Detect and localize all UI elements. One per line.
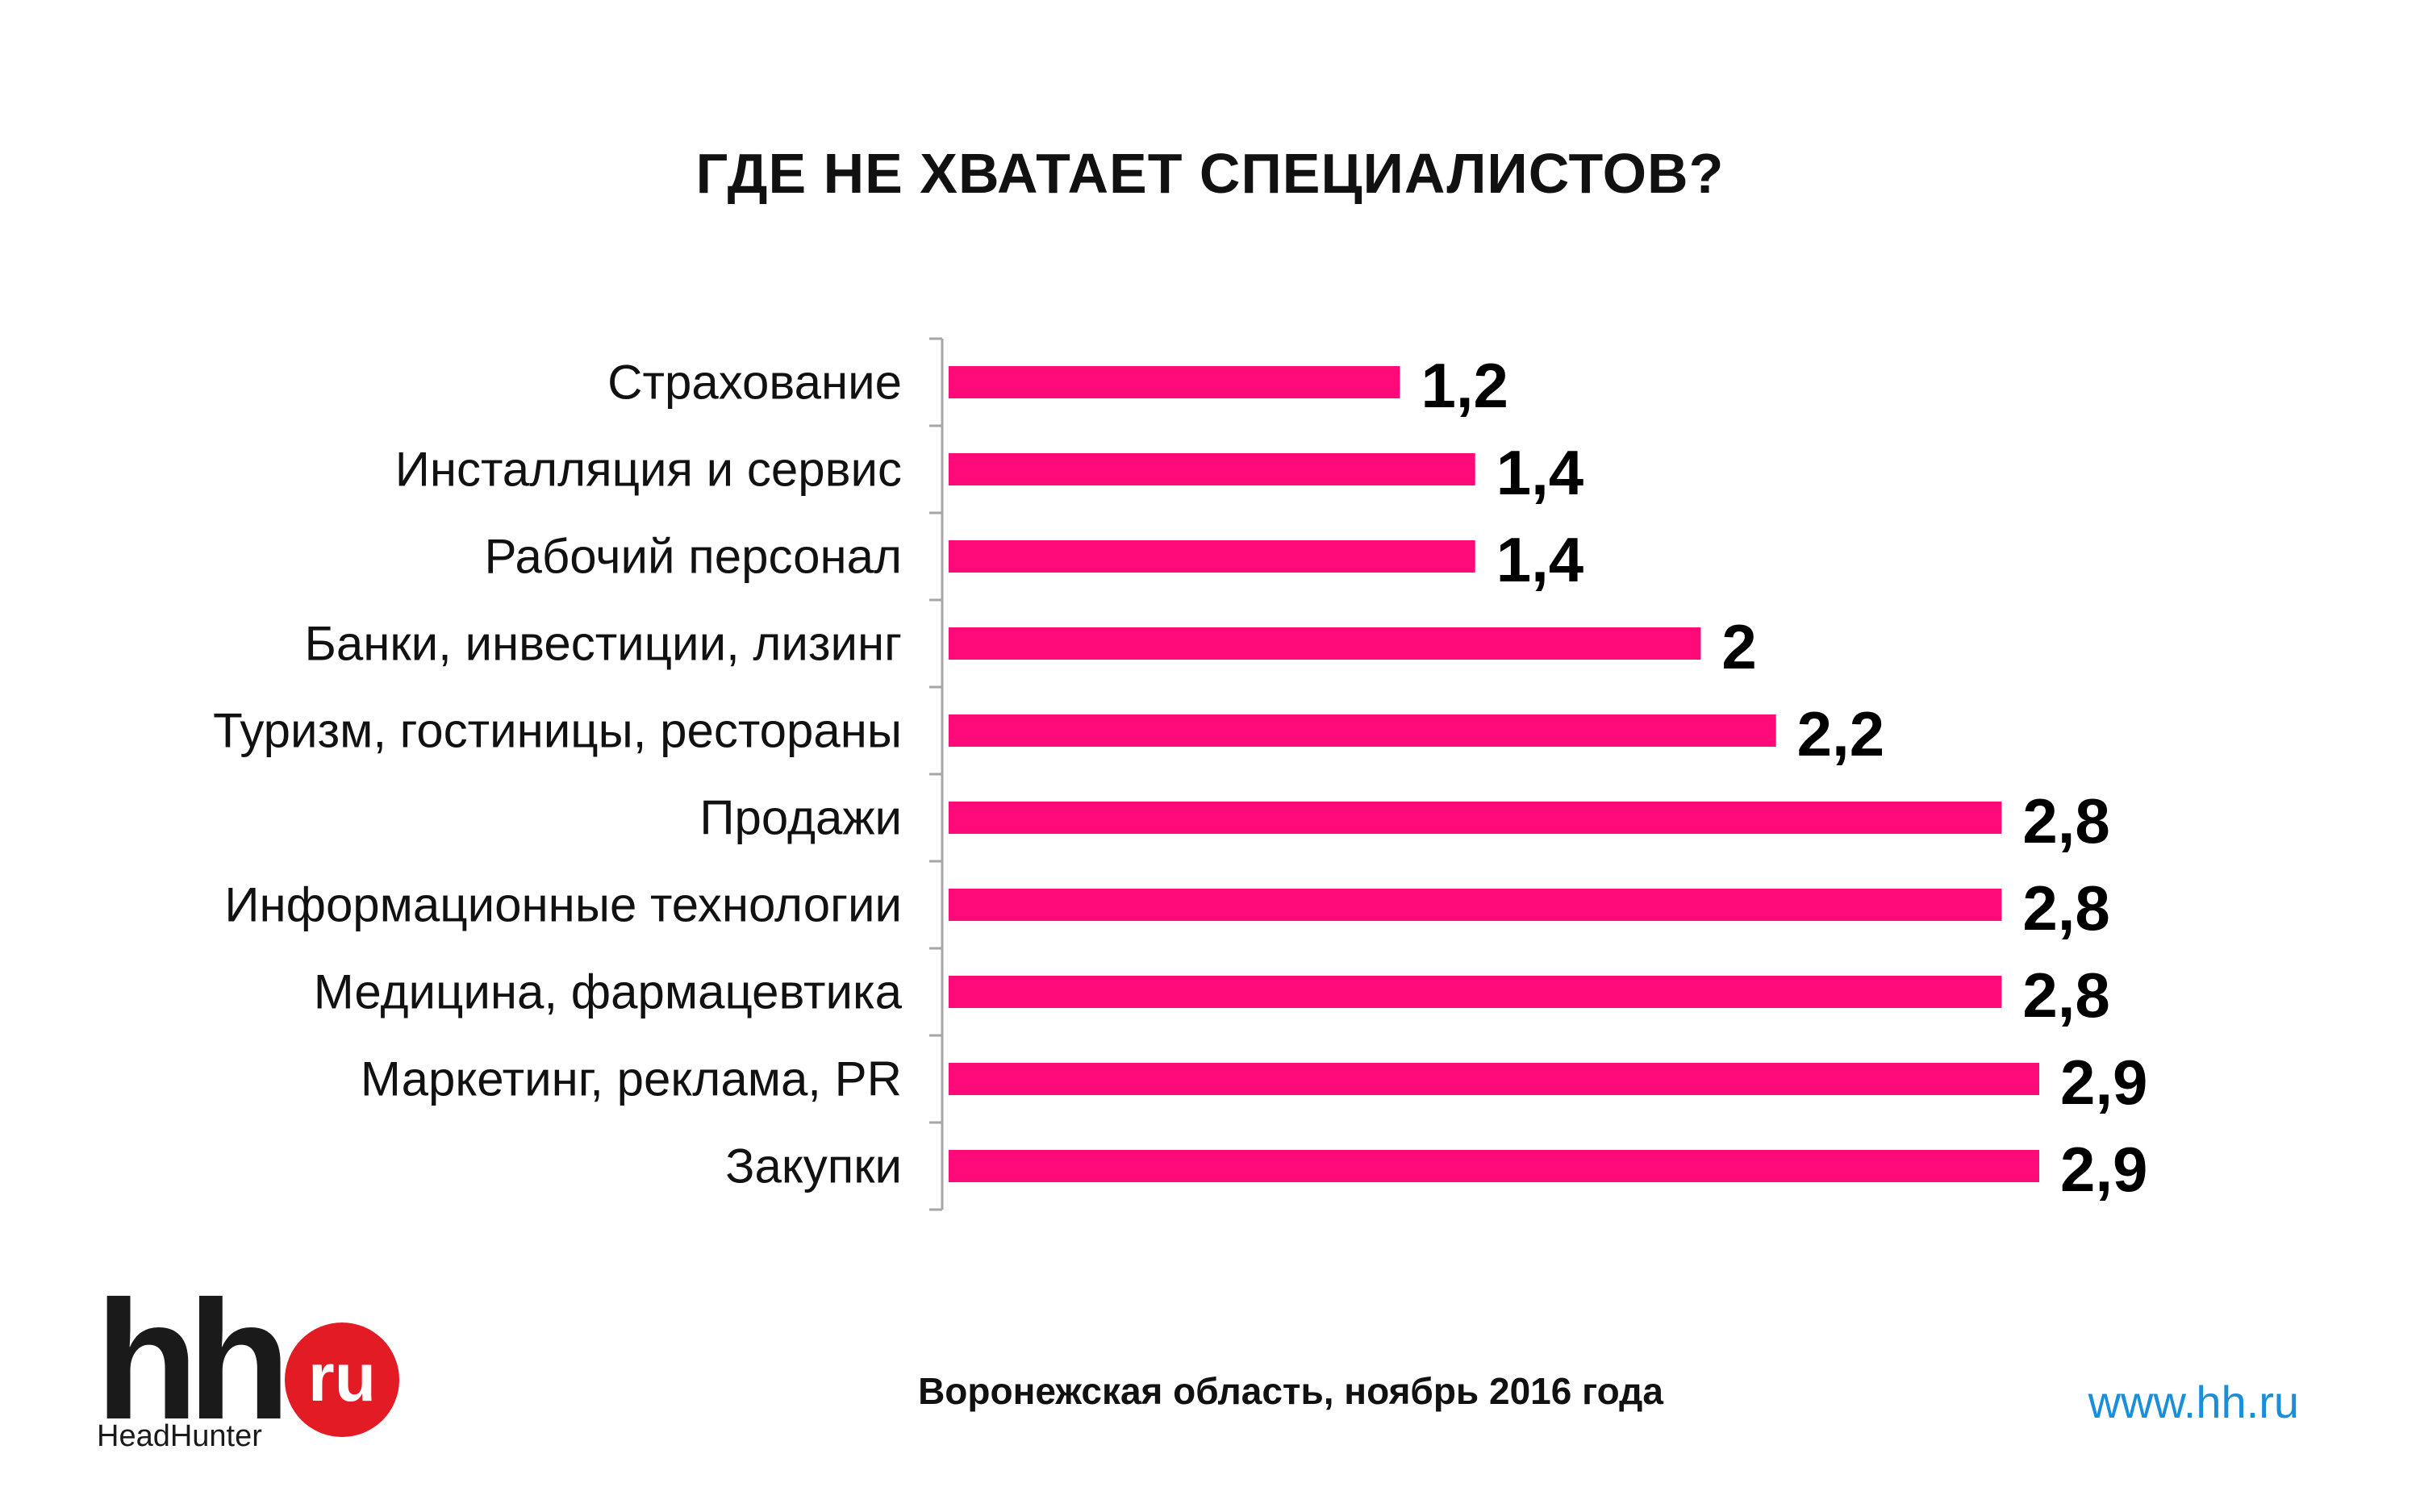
hh-logo[interactable]: hh ru HeadHunter: [95, 1276, 418, 1469]
value-label: 2,8: [2022, 785, 2109, 856]
footer-note: Воронежская область, ноябрь 2016 года: [918, 1370, 1663, 1412]
bar: [949, 1150, 2039, 1182]
logo-ru-badge: ru: [285, 1322, 399, 1437]
category-label: Информационные технологии: [224, 878, 902, 932]
value-label: 1,4: [1496, 437, 1583, 508]
footer-url-link[interactable]: www.hh.ru: [2088, 1377, 2299, 1427]
category-label: Страхование: [607, 356, 902, 410]
logo-subtitle: HeadHunter: [97, 1419, 262, 1453]
category-label: Продажи: [699, 791, 902, 845]
bar: [949, 714, 1776, 747]
category-label: Медицина, фармацевтика: [314, 965, 903, 1019]
bar: [949, 627, 1701, 660]
value-label: 2,8: [2022, 873, 2109, 943]
bar: [949, 1063, 2039, 1095]
category-label: Рабочий персонал: [484, 530, 902, 584]
value-label: 1,4: [1496, 524, 1583, 595]
bar: [949, 889, 2002, 921]
category-label: Банки, инвестиции, лизинг: [304, 617, 902, 671]
category-label: Туризм, гостиницы, рестораны: [213, 704, 902, 758]
category-label: Маркетинг, реклама, PR: [361, 1052, 902, 1106]
bar: [949, 802, 2002, 834]
value-label: 2,8: [2022, 960, 2109, 1031]
bar: [949, 453, 1475, 485]
category-label: Закупки: [725, 1139, 902, 1193]
chart-title: ГДЕ НЕ ХВАТАЕТ СПЕЦИАЛИСТОВ?: [695, 142, 1725, 205]
bar: [949, 976, 2002, 1008]
value-label: 2,9: [2060, 1047, 2147, 1118]
value-label: 1,2: [1421, 350, 1508, 421]
value-label: 2,9: [2060, 1134, 2147, 1205]
value-label: 2,2: [1797, 698, 1884, 769]
logo-hh-text: hh: [95, 1265, 291, 1455]
bar: [949, 540, 1475, 573]
value-label: 2: [1721, 611, 1756, 682]
bar: [949, 366, 1400, 398]
category-label: Инсталляция и сервис: [395, 443, 902, 497]
